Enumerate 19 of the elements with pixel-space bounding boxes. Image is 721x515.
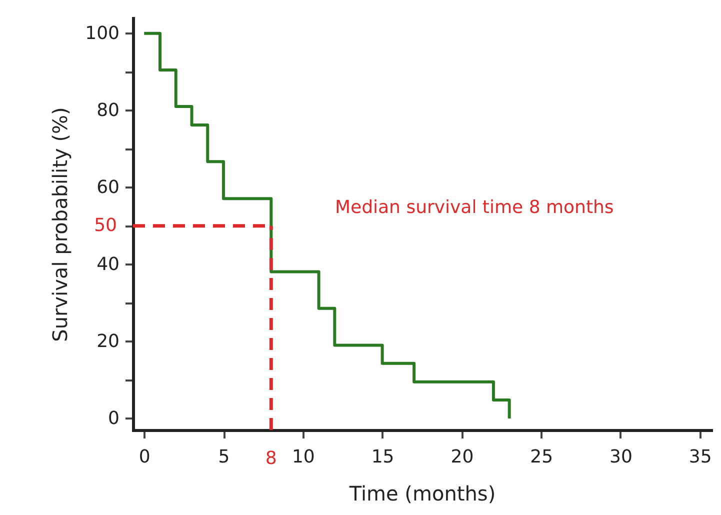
y-tick-label: 80 bbox=[96, 100, 120, 121]
x-tick-label: 35 bbox=[688, 446, 712, 468]
x-tick-label: 30 bbox=[610, 446, 632, 468]
x-tick-label: 5 bbox=[218, 446, 230, 468]
ref-line-label: 50 bbox=[94, 214, 117, 236]
x-tick-label: 20 bbox=[450, 446, 474, 468]
x-tick-label: 15 bbox=[371, 446, 394, 468]
x-tick-label: 0 bbox=[138, 446, 150, 468]
y-tick-label: 40 bbox=[96, 254, 120, 275]
y-axis-title: Survival probability (%) bbox=[48, 107, 72, 342]
y-tick-label: 0 bbox=[108, 408, 120, 429]
annotation: Median survival time 8 months bbox=[335, 197, 614, 218]
y-tick-label: 20 bbox=[96, 330, 120, 352]
x-tick-label: 10 bbox=[292, 446, 315, 468]
x-tick-label: 25 bbox=[530, 446, 554, 468]
x-axis-title: Time (months) bbox=[348, 482, 496, 506]
y-tick-label: 60 bbox=[96, 176, 120, 198]
ref-line-label: 8 bbox=[265, 448, 277, 469]
y-tick-label: 100 bbox=[85, 22, 120, 44]
